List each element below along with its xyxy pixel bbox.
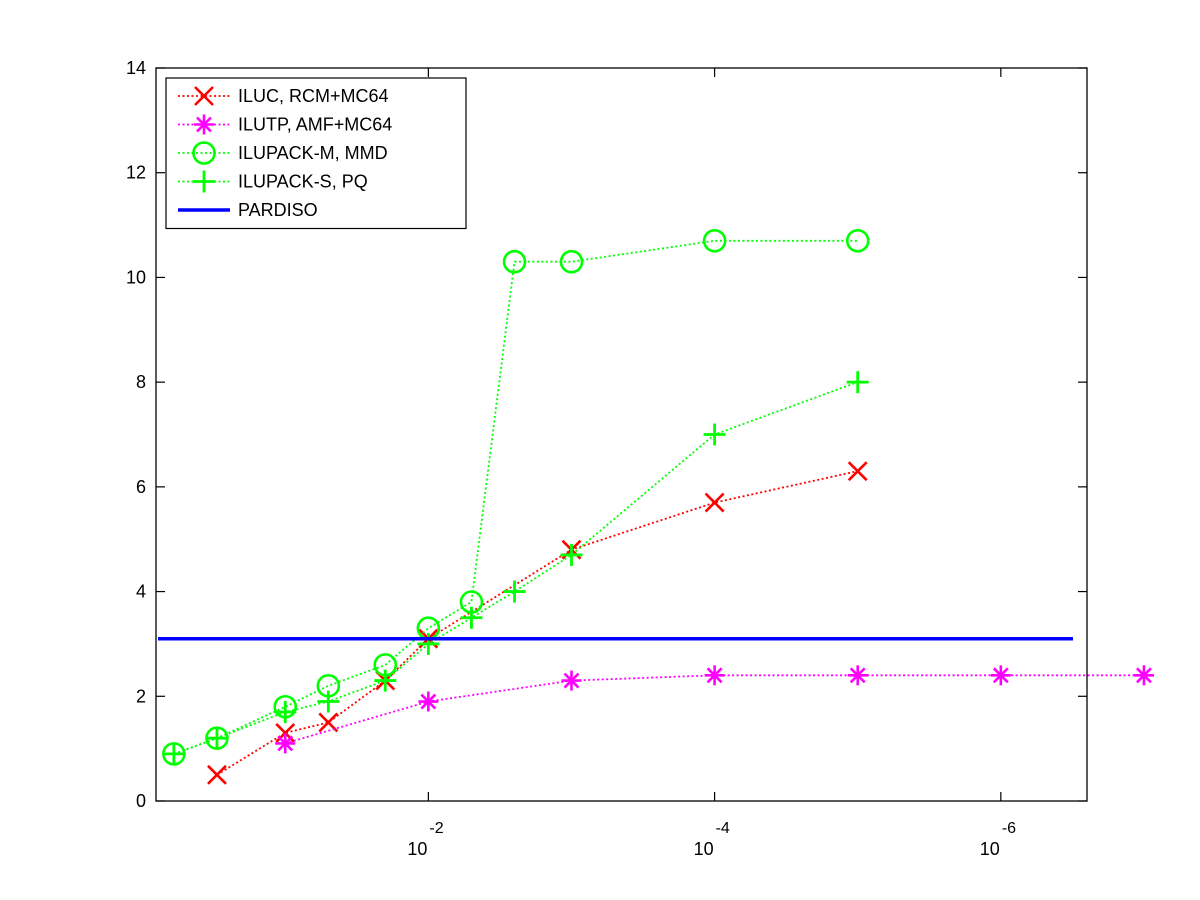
plot-area [158,228,1154,785]
y-tick-label: 8 [136,372,146,392]
series-0-point-7-b [847,461,868,482]
series-0-point-0-b [207,764,227,785]
legend-marker-1-d2 [196,116,212,133]
legend-label-2: ILUPACK-M, MMD [238,143,388,163]
legend-entry-4: PARDISO [178,200,318,220]
y-tick-label: 4 [136,582,146,602]
series-2-point-10 [845,228,870,253]
y-tick-label: 0 [136,791,146,811]
legend-label-4: PARDISO [238,200,318,220]
series-1-point-5-d2 [992,667,1009,684]
series-1-point-2-d2 [563,672,580,689]
series-1 [275,665,1154,754]
x-tick-label-base: 10 [980,839,1000,859]
legend-label-1: ILUTP, AMF+MC64 [238,115,392,135]
legend-entry-1: ILUTP, AMF+MC64 [178,114,392,135]
y-tick-label: 2 [136,686,146,706]
legend-marker-2 [192,141,216,165]
series-0-point-6-b [704,492,725,513]
legend-entry-2: ILUPACK-M, MMD [178,141,388,165]
series-2-point-8 [559,249,584,274]
series-2-point-7 [502,249,527,274]
x-tick-label-base: 10 [407,839,427,859]
series-1-point-4-d2 [849,667,866,684]
series-0-line [216,470,858,776]
series-1-point-3-d2 [706,667,723,684]
legend-entry-3: ILUPACK-S, PQ [178,170,368,193]
series-1-point-1-d2 [420,693,437,710]
series-1-point-6-d2 [1136,667,1152,684]
axes-frame [155,67,1088,802]
series-2-point-9 [702,228,727,253]
x-tick-label-exponent: -2 [429,820,443,837]
x-tick-label-exponent: -4 [716,820,730,837]
legend-entry-0: ILUC, RCM+MC64 [178,86,389,106]
x-tick-label-base: 10 [694,839,714,859]
legend-label-3: ILUPACK-S, PQ [238,172,368,192]
y-tick-label: 14 [126,58,146,78]
series-3 [162,371,869,765]
legend-label-0: ILUC, RCM+MC64 [238,86,389,106]
y-tick-label: 6 [136,477,146,497]
x-tick-label-exponent: -6 [1002,820,1016,837]
y-tick-label: 10 [126,267,146,287]
legend-marker-0-b [194,86,214,106]
y-tick-label: 12 [126,163,146,183]
series-1-point-0-d2 [277,735,294,752]
series-0-point-2-b [318,712,339,733]
legend: ILUC, RCM+MC64 ILUTP, AMF+MC64 ILUPACK-M, … [165,77,467,230]
series-2-line [173,239,858,755]
